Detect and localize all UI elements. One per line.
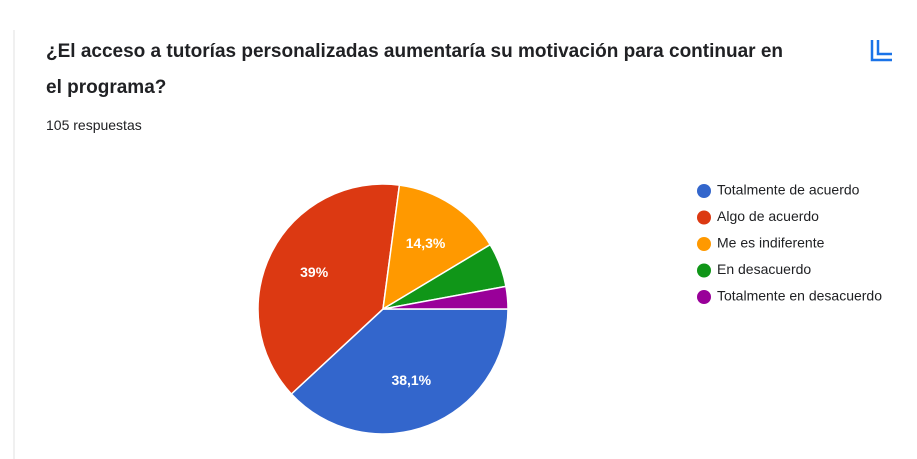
legend-swatch (697, 210, 711, 225)
pie-slice (382, 184, 492, 311)
legend-label: Algo de acuerdo (717, 208, 819, 224)
pie-slice (382, 285, 509, 310)
response-count: 105 respuestas (46, 117, 142, 133)
slice-label: 38,1% (391, 372, 431, 388)
legend-swatch (697, 184, 711, 198)
chart-title: ¿El acceso a tutorías personalizadas aum… (46, 41, 784, 98)
pie-slice (257, 183, 401, 396)
slice-label: 14,3% (406, 235, 446, 251)
pie-slice (290, 308, 509, 435)
legend-label: Totalmente en desacuerdo (717, 288, 882, 304)
legend-label: En desacuerdo (717, 261, 811, 277)
legend-swatch (697, 237, 711, 251)
legend-label: Totalmente de acuerdo (717, 182, 860, 198)
slice-label: 39% (300, 264, 329, 280)
legend-swatch (697, 290, 711, 304)
legend-swatch (697, 263, 711, 278)
sheets-icon[interactable] (870, 40, 892, 62)
legend-label: Me es indiferente (717, 235, 825, 251)
